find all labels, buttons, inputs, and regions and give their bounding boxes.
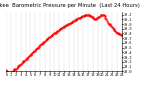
Text: Milwaukee  Barometric Pressure per Minute  (Last 24 Hours): Milwaukee Barometric Pressure per Minute… (0, 3, 140, 8)
